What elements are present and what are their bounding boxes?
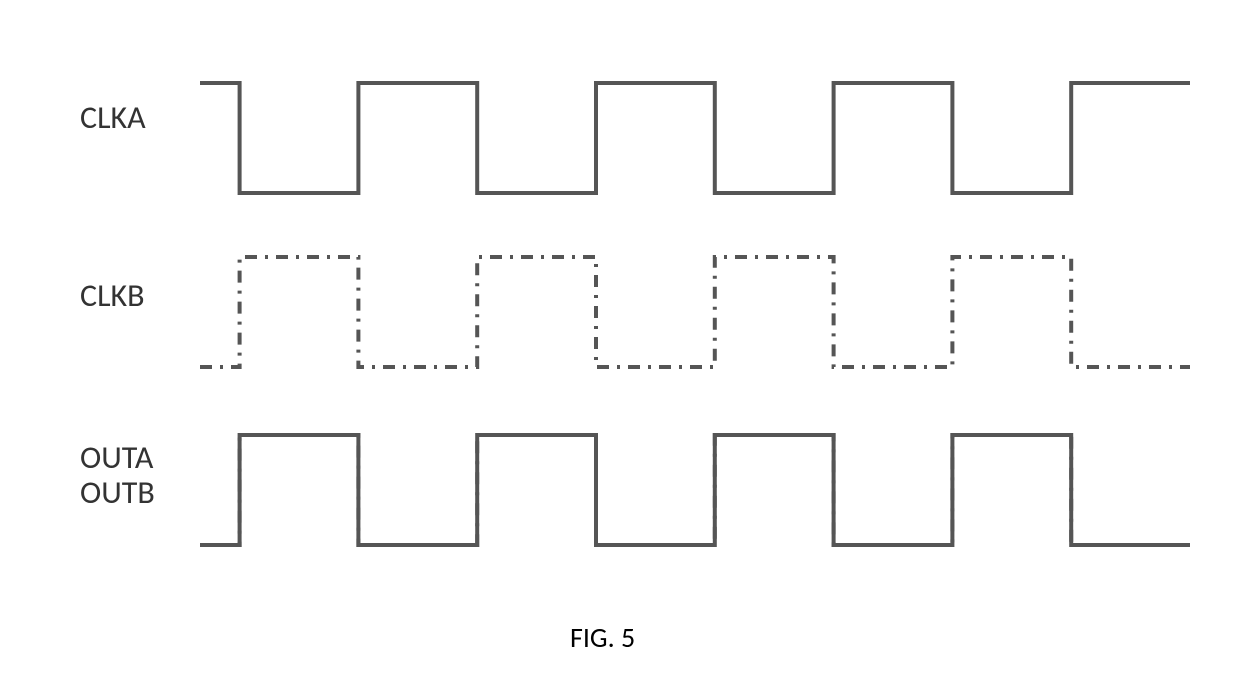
timing-diagram-canvas: CLKA CLKB OUTA OUTB FIG. 5 [0, 0, 1240, 692]
waveform-clka [200, 78, 1190, 198]
waveform-clkb [200, 252, 1190, 372]
waveform-outa-outb [200, 430, 1190, 550]
label-outa-outb: OUTA OUTB [80, 440, 155, 510]
label-clka: CLKA [80, 100, 146, 135]
figure-caption: FIG. 5 [570, 620, 635, 655]
label-clkb: CLKB [80, 278, 145, 313]
